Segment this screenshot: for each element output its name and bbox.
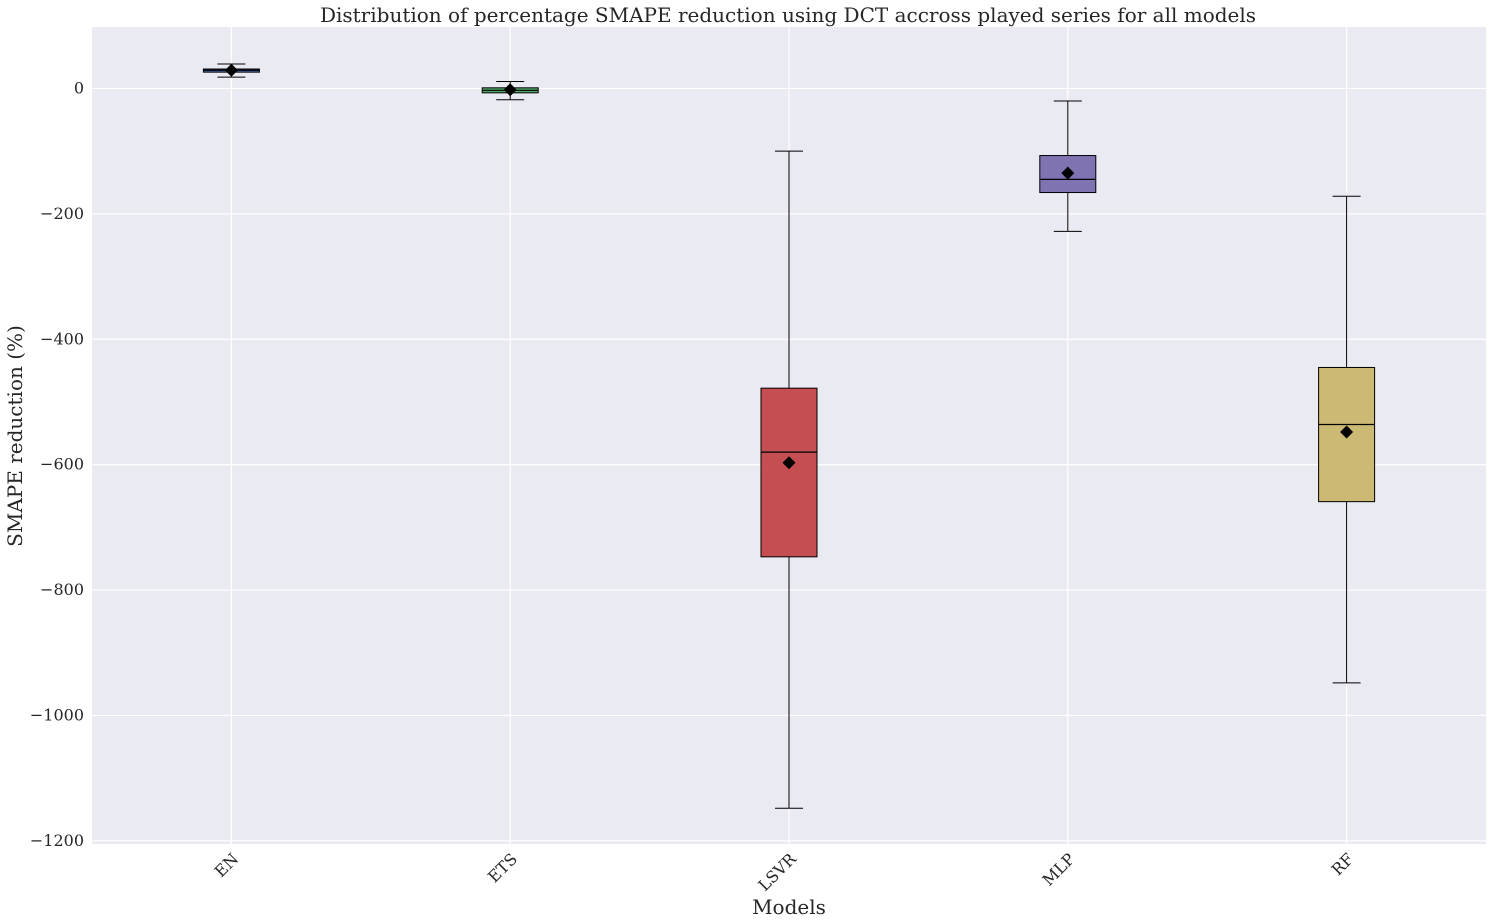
mean-marker	[503, 83, 517, 97]
y-tick-label: −1000	[30, 705, 84, 724]
y-tick-label: −400	[40, 329, 84, 348]
y-tick-label: −800	[40, 580, 84, 599]
box-lsvr	[760, 150, 818, 809]
y-tick-label: −200	[40, 204, 84, 223]
mean-marker	[1061, 166, 1075, 180]
y-tick-label: −1200	[30, 831, 84, 850]
iqr-box	[1318, 366, 1376, 503]
iqr-box	[760, 387, 818, 558]
y-axis-label: SMAPE reduction (%)	[3, 325, 27, 547]
mean-marker	[224, 63, 238, 77]
box-mlp	[1039, 100, 1097, 232]
box-en	[202, 63, 260, 78]
chart-title: Distribution of percentage SMAPE reducti…	[320, 3, 1256, 27]
box-rf	[1318, 195, 1376, 684]
mean-marker	[782, 456, 796, 470]
y-tick-label: −600	[40, 455, 84, 474]
box-ets	[481, 81, 539, 101]
mean-marker	[1340, 425, 1354, 439]
x-axis-label: Models	[752, 895, 826, 919]
boxes-group	[202, 63, 1376, 809]
y-tick-label: 0	[74, 78, 84, 97]
y-tick-labels: 0 −200 −400 −600 −800 −1000 −1200	[30, 78, 84, 849]
